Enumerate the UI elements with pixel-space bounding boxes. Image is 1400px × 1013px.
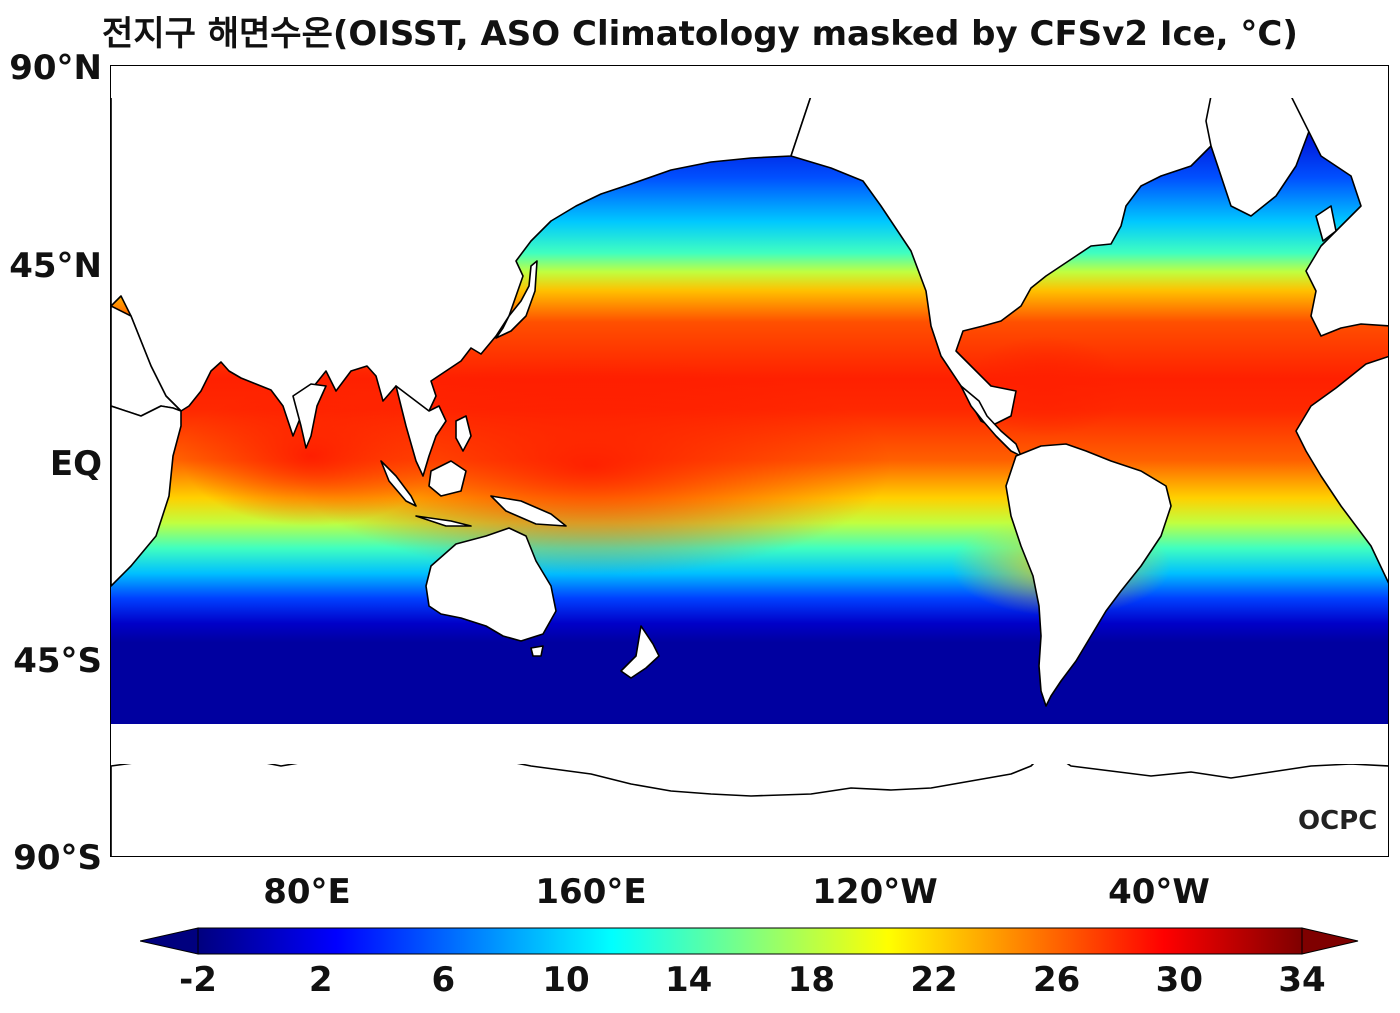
lon-label-120w: 120°W bbox=[812, 872, 938, 912]
australia-land bbox=[425, 527, 557, 642]
british-isles bbox=[1315, 205, 1337, 242]
japan-islands bbox=[495, 260, 538, 339]
colorbar-tick-label: 26 bbox=[1032, 960, 1081, 1000]
lat-label-90n: 90°N bbox=[9, 48, 102, 88]
colorbar-tick-label: 22 bbox=[910, 960, 958, 1000]
colorbar-body bbox=[197, 927, 1303, 955]
tasmania-island bbox=[530, 645, 544, 657]
colorbar-tick-label: 30 bbox=[1155, 960, 1203, 1000]
colorbar-tick-label: -2 bbox=[179, 960, 217, 1000]
lon-label-40w: 40°W bbox=[1108, 872, 1210, 912]
lon-label-160e: 160°E bbox=[535, 872, 647, 912]
india-land bbox=[292, 383, 327, 449]
arctic-ice-mask bbox=[111, 66, 1388, 98]
southeast-asia-land bbox=[395, 385, 447, 477]
java-island bbox=[415, 515, 472, 527]
sst-heatmap bbox=[111, 66, 1388, 856]
north-america-land bbox=[790, 95, 1292, 427]
lat-label-45s: 45°S bbox=[13, 641, 102, 681]
south-america-land bbox=[1005, 443, 1172, 707]
colorbar-tick-label: 34 bbox=[1278, 960, 1326, 1000]
map-title: 전지구 해면수온(OISST, ASO Climatology masked b… bbox=[102, 14, 1298, 54]
europe-land bbox=[1290, 95, 1388, 337]
lat-label-90s: 90°S bbox=[13, 838, 102, 878]
new-guinea-island bbox=[490, 495, 567, 527]
philippines-islands bbox=[455, 415, 472, 452]
colorbar-tick-label: 6 bbox=[431, 960, 456, 1000]
colorbar-tick-label: 10 bbox=[542, 960, 590, 1000]
colorbar bbox=[140, 927, 1359, 955]
sumatra-island bbox=[380, 460, 417, 507]
lat-label-eq: EQ bbox=[49, 444, 102, 484]
africa-south bbox=[111, 405, 182, 587]
lat-label-45n: 45°N bbox=[9, 246, 102, 286]
sst-map bbox=[110, 65, 1389, 857]
ocpc-logo: OCPC bbox=[1298, 806, 1378, 836]
antarctic-ice-mask bbox=[111, 724, 1388, 764]
colorbar-max-extend bbox=[1301, 927, 1359, 955]
borneo-island bbox=[428, 460, 467, 497]
africa-north-right bbox=[1295, 355, 1388, 584]
landmasses bbox=[111, 95, 1388, 856]
indian-ocean-warm-region bbox=[181, 386, 441, 526]
colorbar-tick-label: 14 bbox=[664, 960, 713, 1000]
colorbar-tick-label: 2 bbox=[308, 960, 333, 1000]
colorbar-min-extend bbox=[140, 927, 199, 955]
lon-label-80e: 80°E bbox=[263, 872, 351, 912]
colorbar-tick-label: 18 bbox=[787, 960, 835, 1000]
new-zealand-islands bbox=[620, 625, 660, 679]
